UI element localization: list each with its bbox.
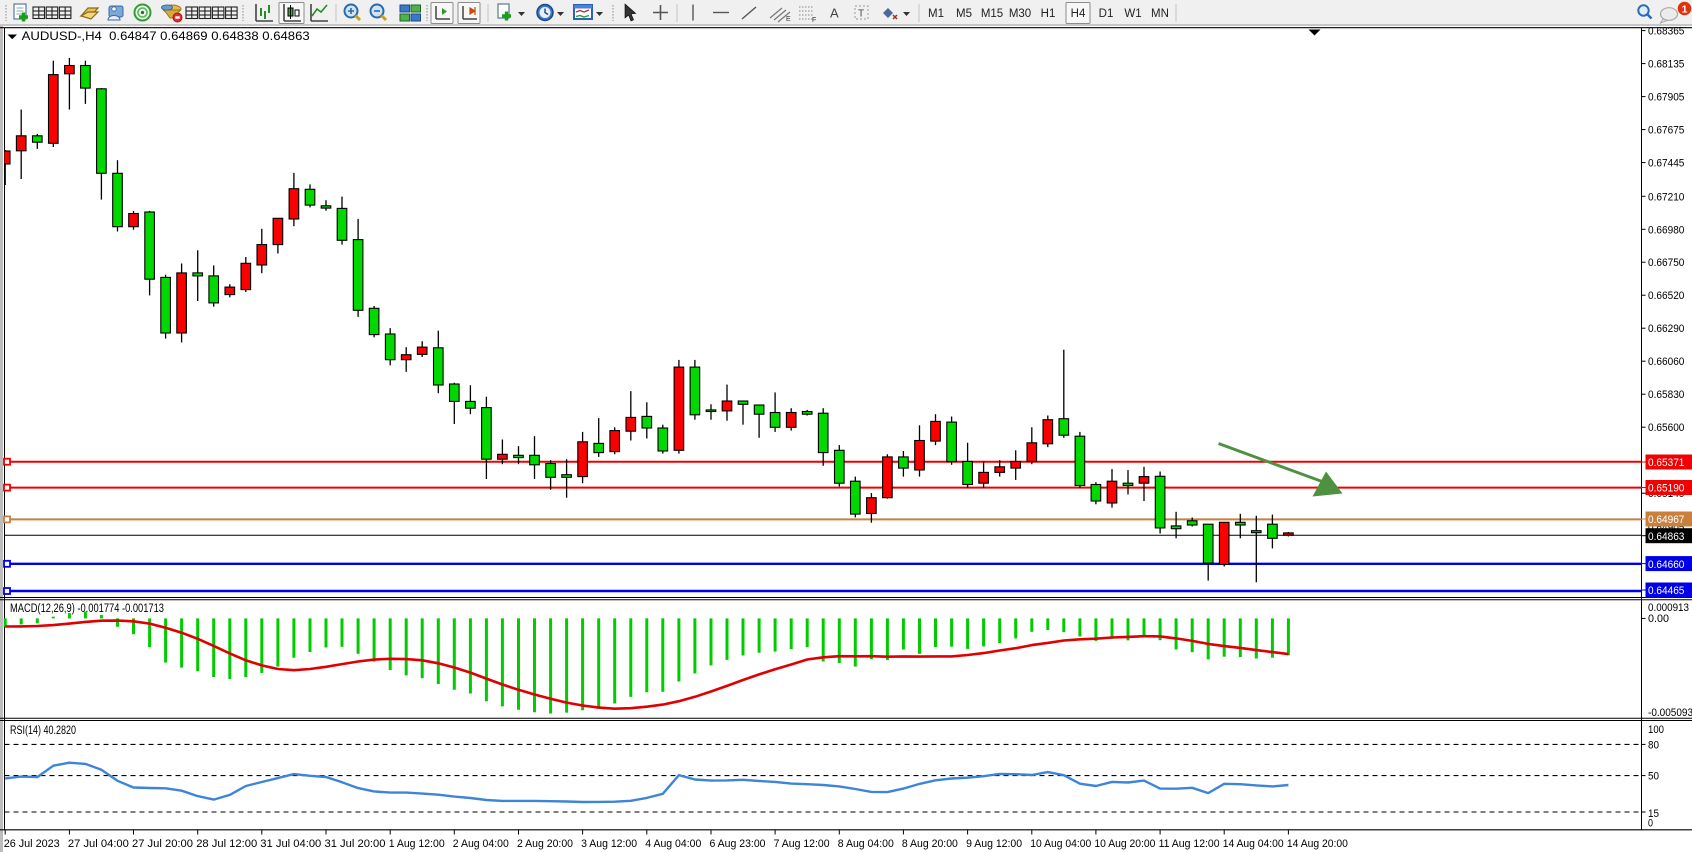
- svg-text:0.64660: 0.64660: [1648, 559, 1684, 571]
- svg-text:2 Aug 04:00: 2 Aug 04:00: [453, 838, 509, 850]
- svg-text:0.64863: 0.64863: [1648, 531, 1684, 543]
- svg-text:6 Aug 23:00: 6 Aug 23:00: [710, 838, 766, 850]
- svg-text:0.66750: 0.66750: [1648, 257, 1684, 269]
- svg-text:M30: M30: [1009, 8, 1031, 20]
- svg-text:-0.005093: -0.005093: [1648, 707, 1692, 719]
- svg-text:10 Aug 04:00: 10 Aug 04:00: [1030, 838, 1091, 850]
- svg-text:D1: D1: [1099, 8, 1114, 20]
- svg-text:0.66520: 0.66520: [1648, 290, 1684, 302]
- svg-text:4 Aug 04:00: 4 Aug 04:00: [645, 838, 701, 850]
- svg-text:M1: M1: [928, 8, 944, 20]
- svg-text:0.68365: 0.68365: [1648, 26, 1684, 38]
- svg-text:7 Aug 12:00: 7 Aug 12:00: [774, 838, 830, 850]
- svg-text:8 Aug 20:00: 8 Aug 20:00: [902, 838, 958, 850]
- svg-text:0: 0: [1648, 818, 1653, 830]
- svg-text:0.67445: 0.67445: [1648, 158, 1684, 170]
- svg-text:0.66060: 0.66060: [1648, 356, 1684, 368]
- svg-text:31 Jul 20:00: 31 Jul 20:00: [325, 838, 386, 850]
- svg-text:0.67210: 0.67210: [1648, 191, 1684, 203]
- svg-text:AUDUSD-,H4 0.64847 0.64869 0.: AUDUSD-,H4 0.64847 0.64869 0.64838 0.648…: [22, 29, 310, 43]
- svg-text:27 Jul 04:00: 27 Jul 04:00: [68, 838, 129, 850]
- svg-text:H4: H4: [1071, 8, 1086, 20]
- svg-text:0.66980: 0.66980: [1648, 224, 1684, 236]
- svg-text:2 Aug 20:00: 2 Aug 20:00: [517, 838, 573, 850]
- svg-text:T: T: [858, 9, 864, 20]
- svg-text:M5: M5: [956, 8, 972, 20]
- svg-text:27 Jul 20:00: 27 Jul 20:00: [132, 838, 193, 850]
- svg-text:50: 50: [1648, 771, 1659, 783]
- svg-text:14 Aug 04:00: 14 Aug 04:00: [1223, 838, 1284, 850]
- svg-text:0.67675: 0.67675: [1648, 125, 1684, 137]
- svg-text:1 Aug 12:00: 1 Aug 12:00: [389, 838, 445, 850]
- svg-text:E: E: [786, 16, 791, 23]
- svg-text:14 Aug 20:00: 14 Aug 20:00: [1287, 838, 1348, 850]
- svg-text:28 Jul 12:00: 28 Jul 12:00: [196, 838, 257, 850]
- svg-text:0.65190: 0.65190: [1648, 483, 1684, 495]
- svg-text:8 Aug 04:00: 8 Aug 04:00: [838, 838, 894, 850]
- svg-text:0.64967: 0.64967: [1648, 514, 1684, 526]
- svg-text:0.00: 0.00: [1648, 613, 1669, 625]
- svg-text:MACD(12,26,9) -0.001774 -0.001: MACD(12,26,9) -0.001774 -0.001713: [10, 603, 164, 615]
- svg-text:0.67905: 0.67905: [1648, 92, 1684, 104]
- svg-text:H1: H1: [1041, 8, 1056, 20]
- svg-text:31 Jul 04:00: 31 Jul 04:00: [260, 838, 321, 850]
- svg-text:0.68135: 0.68135: [1648, 59, 1684, 71]
- svg-text:0.65830: 0.65830: [1648, 389, 1684, 401]
- svg-text:MN: MN: [1151, 8, 1169, 20]
- svg-text:3 Aug 12:00: 3 Aug 12:00: [581, 838, 637, 850]
- svg-text:1: 1: [1682, 3, 1688, 15]
- svg-text:0.65600: 0.65600: [1648, 422, 1684, 434]
- svg-text:F: F: [812, 17, 816, 24]
- svg-text:15: 15: [1648, 808, 1659, 820]
- svg-text:0.64465: 0.64465: [1648, 585, 1684, 597]
- svg-text:M15: M15: [981, 8, 1003, 20]
- svg-text:0.000913: 0.000913: [1648, 602, 1689, 614]
- svg-text:100: 100: [1648, 724, 1664, 736]
- svg-text:11 Aug 12:00: 11 Aug 12:00: [1159, 838, 1220, 850]
- svg-text:A: A: [830, 6, 839, 21]
- svg-text:RSI(14) 40.2820: RSI(14) 40.2820: [10, 725, 76, 737]
- svg-text:0.65371: 0.65371: [1648, 457, 1684, 469]
- svg-text:0.66290: 0.66290: [1648, 323, 1684, 335]
- svg-text:9 Aug 12:00: 9 Aug 12:00: [966, 838, 1022, 850]
- svg-text:10 Aug 20:00: 10 Aug 20:00: [1094, 838, 1155, 850]
- svg-text:80: 80: [1648, 739, 1659, 751]
- svg-text:W1: W1: [1124, 8, 1141, 20]
- svg-text:26 Jul 2023: 26 Jul 2023: [4, 838, 60, 850]
